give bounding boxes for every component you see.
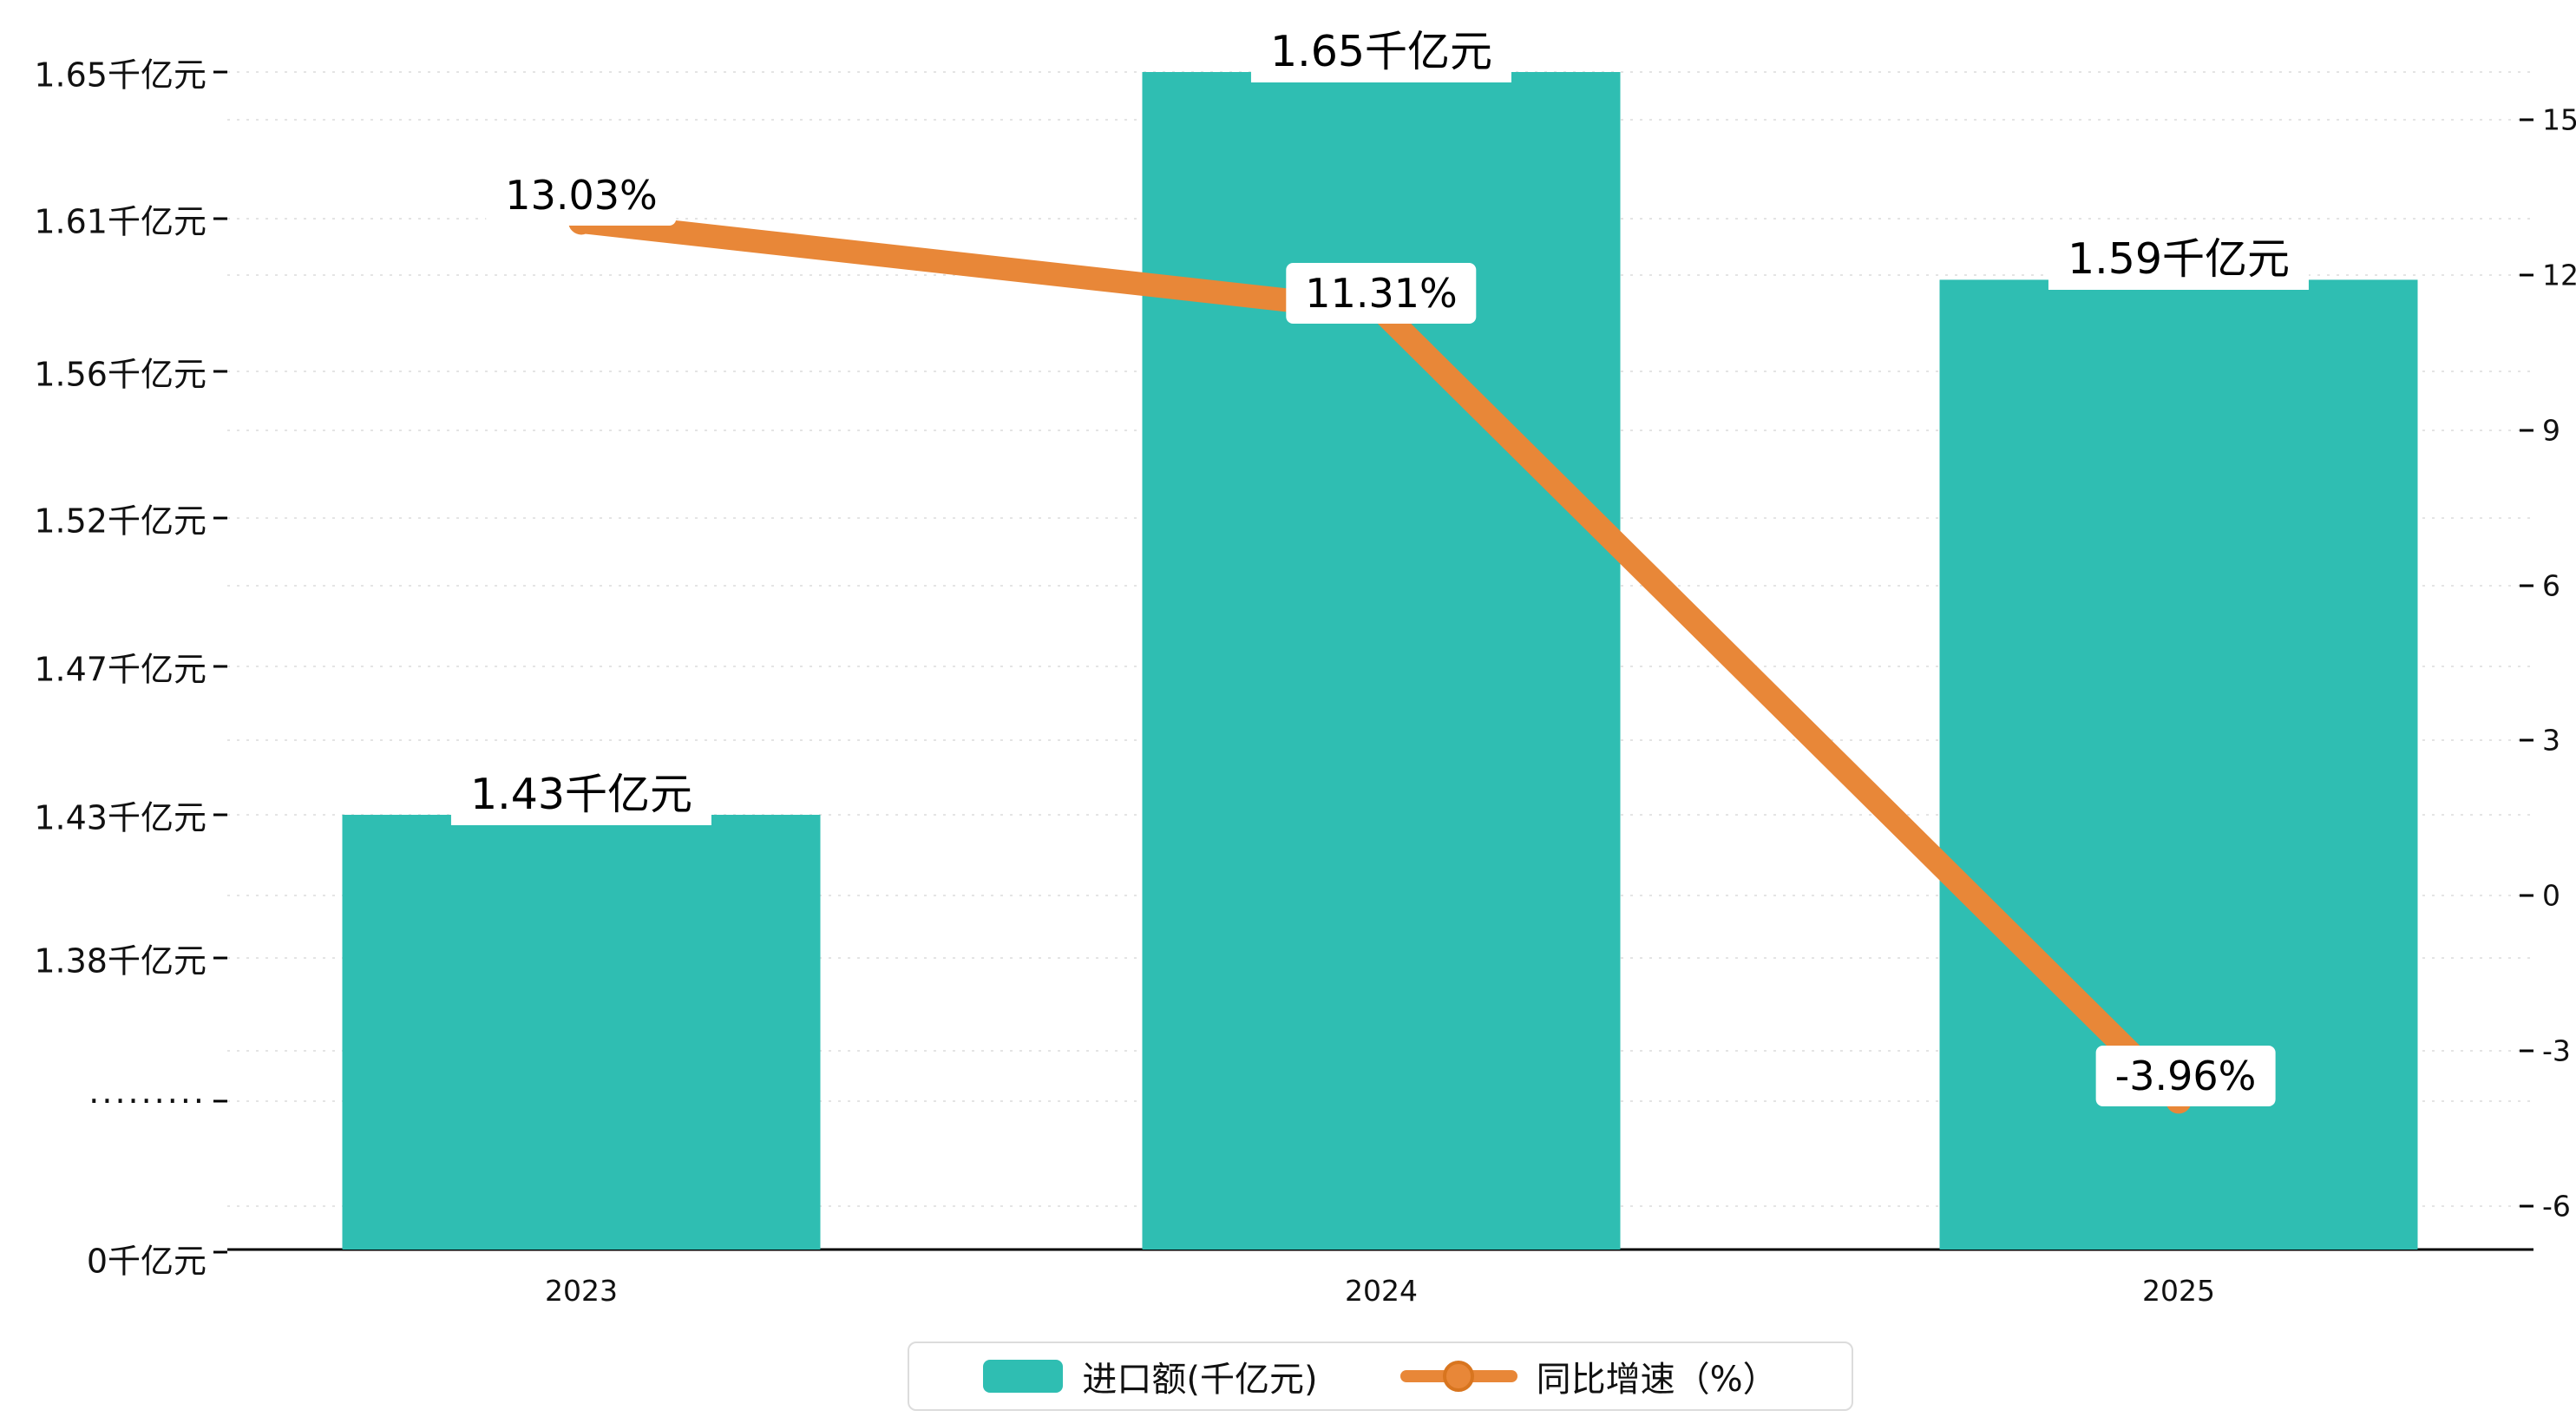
bar-swatch-icon bbox=[983, 1360, 1064, 1393]
line-dot-swatch-icon bbox=[1399, 1361, 1517, 1392]
line-marker-dot-icon bbox=[1443, 1361, 1475, 1392]
legend-label-import-value: 进口额(千亿元) bbox=[1082, 1360, 1318, 1400]
line-point-2023[interactable] bbox=[568, 208, 594, 235]
legend: 进口额(千亿元) 同比增速（%） bbox=[908, 1342, 1853, 1411]
legend-item-import-value[interactable]: 进口额(千亿元) bbox=[983, 1351, 1318, 1401]
bar-2023[interactable] bbox=[342, 815, 821, 1250]
line-point-2024[interactable] bbox=[1368, 297, 1394, 324]
bar-2024[interactable] bbox=[1142, 72, 1621, 1250]
legend-item-growth-rate[interactable]: 同比增速（%） bbox=[1399, 1351, 1778, 1401]
line-point-2025[interactable] bbox=[2166, 1087, 2192, 1114]
legend-label-growth-rate: 同比增速（%） bbox=[1536, 1360, 1778, 1400]
